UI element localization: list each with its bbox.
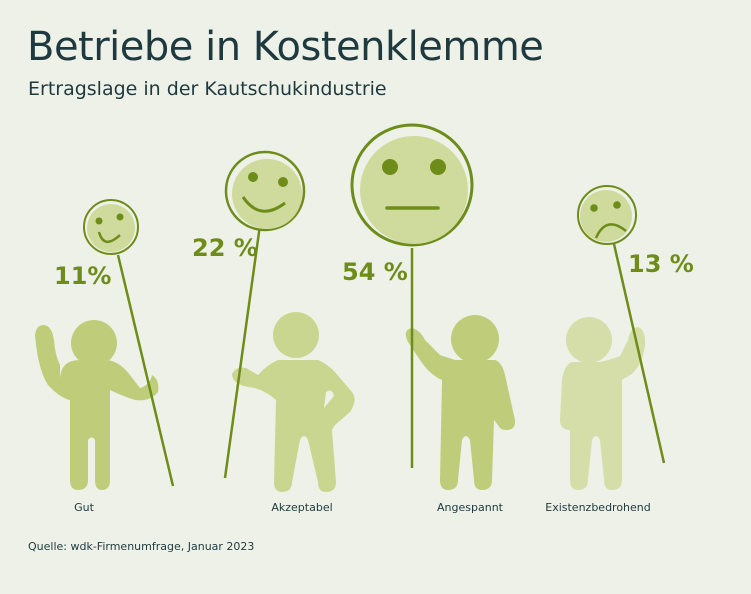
source-note: Quelle: wdk-Firmenumfrage, Januar 2023 xyxy=(28,540,255,553)
chart-subtitle: Ertragslage in der Kautschukindustrie xyxy=(28,78,387,100)
value-label-existenzbedrohend: 13 % xyxy=(628,250,694,278)
eye-left xyxy=(95,217,103,225)
chart-title: Betriebe in Kostenklemme xyxy=(27,24,544,70)
face-akzeptabel xyxy=(224,150,306,232)
eye-left xyxy=(590,204,598,212)
eye-right xyxy=(613,201,621,209)
smile-mouth xyxy=(97,231,121,243)
smile-mouth xyxy=(241,196,286,213)
figure-gut xyxy=(35,320,159,490)
face-existenzbedrohend xyxy=(577,185,637,245)
stick-akzeptabel xyxy=(223,224,262,479)
value-label-gut: 11% xyxy=(54,262,112,290)
face-angespannt xyxy=(350,123,474,247)
figure-angespannt xyxy=(405,315,516,490)
category-label-gut: Gut xyxy=(74,501,94,514)
value-label-akzeptabel: 22 % xyxy=(192,234,258,262)
figure-akzeptabel xyxy=(232,312,355,492)
eye-left xyxy=(248,172,258,182)
eye-right xyxy=(116,213,124,221)
figure-existenzbedrohend xyxy=(560,317,646,490)
category-label-angespannt: Angespannt xyxy=(437,501,503,514)
eye-left xyxy=(382,159,398,175)
stick-gut xyxy=(116,254,175,487)
eye-right xyxy=(430,159,446,175)
category-label-existenzbedrohend: Existenzbedrohend xyxy=(545,501,651,514)
eye-right xyxy=(278,177,288,187)
frown-mouth xyxy=(594,223,627,239)
category-label-akzeptabel: Akzeptabel xyxy=(271,501,333,514)
value-label-angespannt: 54 % xyxy=(342,258,408,286)
stick-existenzbedrohend xyxy=(612,243,666,464)
face-gut xyxy=(83,199,139,255)
